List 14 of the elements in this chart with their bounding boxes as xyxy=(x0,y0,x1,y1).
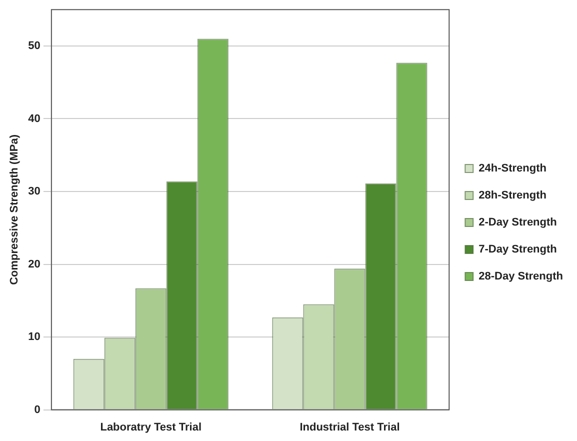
x-tick-label: Industrial Test Trial xyxy=(300,421,400,434)
y-axis-title: Compressive Strength (MPa) xyxy=(8,134,21,285)
y-tick-label: 50 xyxy=(28,40,40,52)
legend-label: 28-Day Strength xyxy=(478,270,564,283)
x-tick-label: Laboratry Test Trial xyxy=(100,421,202,434)
legend-label: 2-Day Strength xyxy=(478,216,558,229)
legend-label: 28h-Strength xyxy=(478,190,547,202)
y-tick-label: 0 xyxy=(34,404,40,416)
y-tick-label: 40 xyxy=(28,112,40,125)
y-tick-label: 20 xyxy=(28,258,40,270)
legend-label: 7-Day Strength xyxy=(478,244,558,256)
legend-label: 24h-Strength xyxy=(478,162,547,175)
y-tick-label: 30 xyxy=(28,186,40,198)
y-tick-label: 10 xyxy=(28,331,40,344)
